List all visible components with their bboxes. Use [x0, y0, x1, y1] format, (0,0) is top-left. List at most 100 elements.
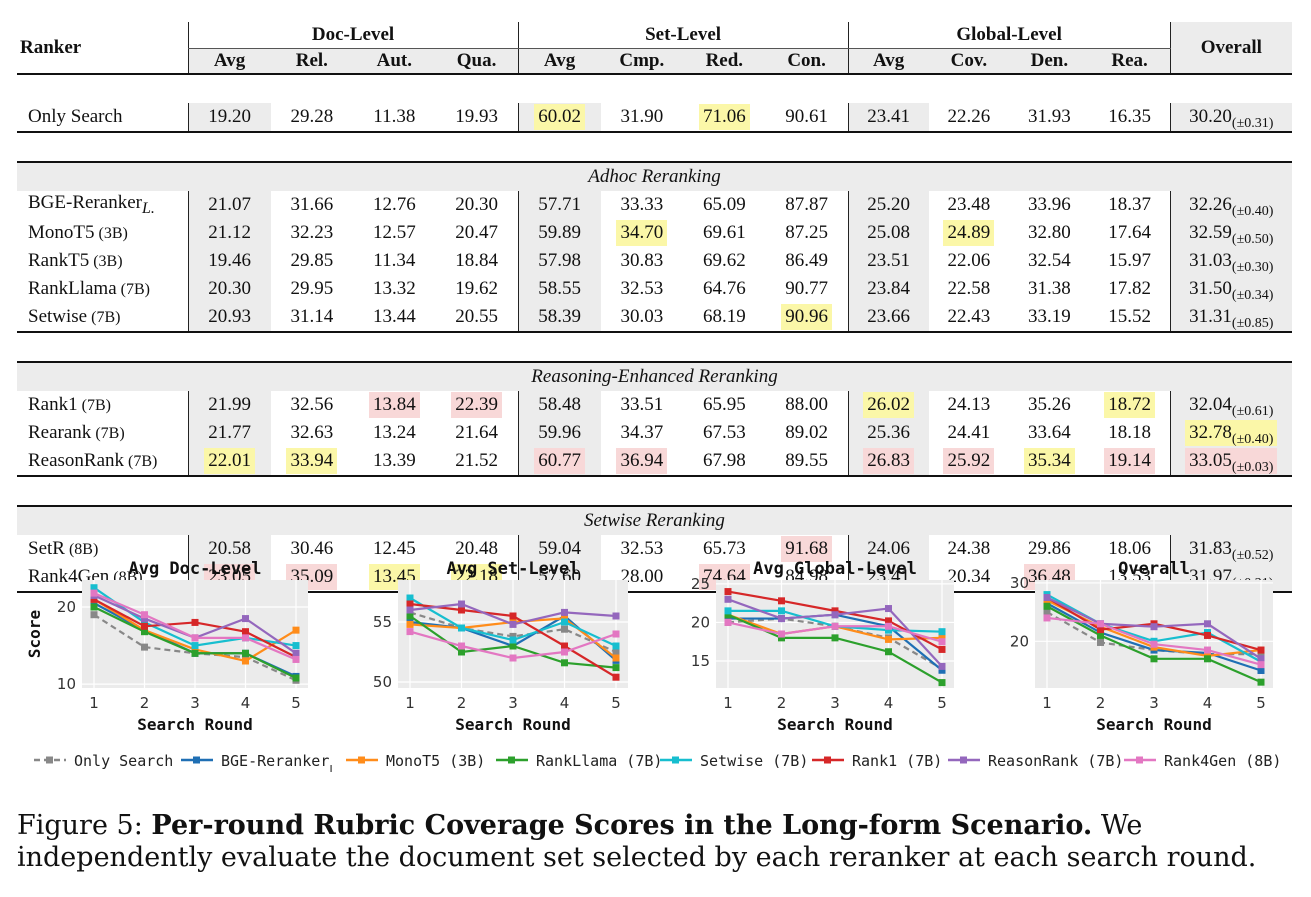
value-cell: 59.96 [517, 419, 601, 447]
score-value: 26.02 [863, 392, 914, 418]
subheader-3: Qua. [435, 48, 519, 75]
score-value: 33.19 [1027, 306, 1071, 327]
score-value: 22.01 [204, 448, 255, 474]
score-value: 31.38 [1027, 278, 1071, 299]
score-value: 20.58 [208, 538, 251, 559]
series-point [561, 659, 568, 667]
score-value: 19.20 [208, 106, 251, 127]
series-point [612, 648, 620, 656]
series-point [561, 642, 568, 650]
series-point [90, 589, 98, 597]
score-value: 67.98 [702, 450, 746, 471]
series-point [1097, 626, 1104, 634]
series-point [406, 612, 414, 620]
ranker-size: (7B) [87, 309, 121, 326]
series-line [727, 617, 943, 670]
x-axis-label: Search Round [137, 715, 253, 734]
subheader-10: Den. [1009, 48, 1090, 75]
value-cell: 87.25 [766, 219, 849, 247]
value-cell: 25.08 [847, 219, 929, 247]
series-point [509, 632, 517, 640]
value-cell: 20.58 [187, 535, 271, 563]
score-value: 59.89 [538, 222, 581, 243]
value-cell: 11.38 [353, 103, 436, 133]
table-row: Only Search 19.20 29.28 11.38 19.93 60.02 31.9… [17, 103, 1292, 133]
table-row: MonoT5 (3B) 21.12 32.23 12.57 20.47 59.89 34.7… [17, 219, 1292, 247]
overall-std: (±0.52) [1231, 548, 1274, 563]
y-tick-label: 25 [691, 575, 710, 593]
score-value: 21.99 [208, 394, 251, 415]
ranker-size: (3B) [94, 225, 128, 242]
ranker-label: SetR [28, 538, 65, 559]
value-cell: 24.13 [929, 391, 1010, 419]
caption-title: Per-round Rubric Coverage Scores in the … [151, 810, 1093, 841]
score-value: 90.77 [785, 278, 828, 299]
overall-std: (±0.50) [1231, 232, 1274, 247]
score-value: 17.82 [1108, 278, 1151, 299]
series-point [90, 603, 98, 611]
score-value: 68.19 [702, 306, 746, 327]
score-value: 33.51 [620, 394, 664, 415]
score-value: 18.06 [1108, 538, 1151, 559]
series-point [1043, 614, 1051, 622]
value-cell: 11.34 [353, 247, 436, 275]
score-value: 21.52 [455, 450, 498, 471]
caption-text: We independently evaluate the document s… [17, 810, 1257, 873]
series-point [1257, 661, 1265, 669]
value-cell: 15.97 [1090, 247, 1171, 275]
value-cell: 22.58 [929, 275, 1010, 303]
value-cell: 18.84 [436, 247, 519, 275]
score-value: 23.48 [947, 194, 991, 215]
value-cell: 22.39 [436, 391, 519, 419]
value-cell: 25.20 [847, 191, 929, 219]
score-value: 26.83 [863, 448, 914, 474]
series-point [191, 645, 199, 653]
score-value: 24.06 [867, 538, 910, 559]
series-point [938, 666, 946, 674]
overall-value: 31.83 [1189, 538, 1232, 559]
score-value: 30.03 [620, 306, 664, 327]
chart-panel: 10 20 1 2 3 4 5 Avg Doc-Level Search Round Score [25, 559, 308, 734]
score-value: 32.53 [620, 538, 664, 559]
value-cell: 32.63 [271, 419, 354, 447]
value-cell: 25.92 [928, 447, 1010, 477]
value-cell: 60.02 [517, 103, 601, 133]
score-value: 13.44 [372, 306, 416, 327]
table-row: RankT5 (3B) 19.46 29.85 11.34 18.84 57.98 30.8… [17, 247, 1292, 275]
value-cell: 19.93 [435, 103, 519, 133]
series-point [831, 622, 839, 630]
score-value: 19.46 [208, 250, 251, 271]
ranker-size: L. [141, 199, 155, 217]
series-point [885, 635, 892, 643]
value-cell: 22.26 [928, 103, 1010, 133]
score-value: 22.26 [947, 106, 991, 127]
legend-marker [358, 756, 365, 764]
caption-label: Figure 5: [17, 810, 143, 841]
score-value: 57.71 [538, 194, 581, 215]
value-cell: 30.03 [600, 303, 684, 333]
value-cell: 16.35 [1089, 103, 1171, 133]
ranker-name: SetR (8B) [17, 535, 188, 563]
value-cell: 32.56 [271, 391, 354, 419]
score-value: 58.48 [538, 394, 581, 415]
score-value: 29.28 [290, 106, 334, 127]
score-value: 13.24 [372, 422, 416, 443]
score-value: 29.85 [290, 250, 334, 271]
x-tick-label: 3 [1149, 694, 1159, 712]
x-tick-label: 4 [241, 694, 251, 712]
series-point [938, 634, 946, 642]
series-point [778, 597, 785, 605]
value-cell: 23.84 [847, 275, 929, 303]
overall-cell: 32.78(±0.40) [1169, 419, 1292, 447]
score-value: 24.89 [943, 220, 995, 246]
value-cell: 21.12 [187, 219, 271, 247]
value-cell: 89.02 [766, 419, 849, 447]
value-cell: 31.90 [600, 103, 684, 133]
subheader-4: Avg [517, 48, 601, 75]
score-value: 32.53 [620, 278, 664, 299]
table-row: Rearank (7B) 21.77 32.63 13.24 21.64 59.96 34.… [17, 419, 1292, 447]
series-point [1257, 666, 1265, 674]
x-tick-label: 1 [405, 694, 415, 712]
value-cell: 33.64 [1009, 419, 1090, 447]
score-value: 69.62 [702, 250, 746, 271]
